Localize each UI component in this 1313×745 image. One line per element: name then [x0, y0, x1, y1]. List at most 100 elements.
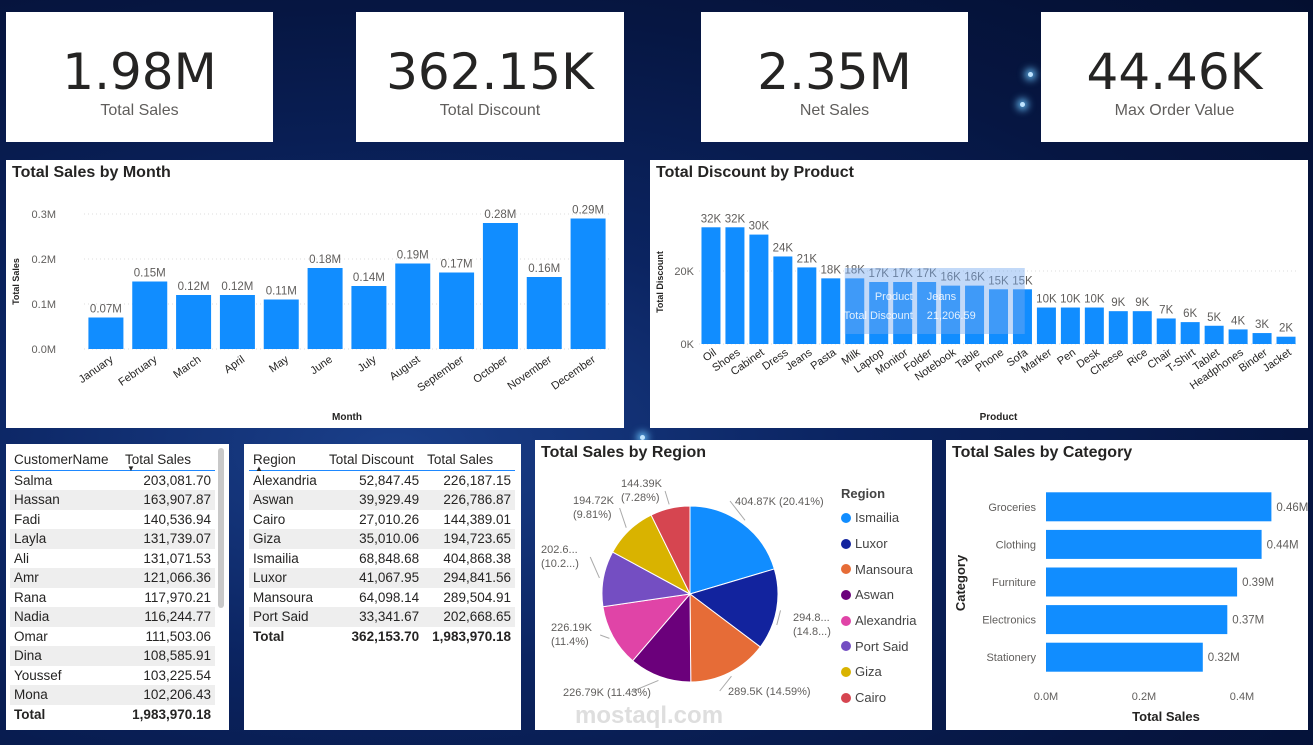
table-cell: 41,067.95	[359, 570, 420, 586]
table-row[interactable]: Youssef 103,225.54	[10, 666, 215, 686]
bar	[395, 263, 431, 349]
discount-by-product-chart: 0K20K32KOil32KShoes30KCabinet24KDress21K…	[655, 213, 1298, 423]
data-label: 0.28M	[484, 209, 516, 221]
background-glow	[1020, 102, 1025, 107]
legend-label: Alexandria	[855, 613, 917, 629]
sort-desc-icon[interactable]: ▼	[127, 464, 135, 473]
column-header-total-sales[interactable]: Total Sales	[423, 450, 515, 471]
slice-label: 294.8...	[793, 612, 830, 624]
legend-item[interactable]: Port Said	[841, 633, 916, 659]
legend-marker	[841, 666, 851, 677]
column-header-total-sales[interactable]: Total Sales ▼	[121, 450, 215, 473]
slice-label: 289.5K (14.59%)	[728, 686, 811, 698]
legend-marker	[841, 692, 851, 703]
column-header-customer[interactable]: CustomerName	[10, 450, 121, 471]
data-label: 9K	[1111, 297, 1125, 309]
legend-item[interactable]: Luxor	[841, 531, 916, 557]
bar	[1228, 329, 1248, 344]
table-row[interactable]: Fadi 140,536.94	[10, 510, 215, 530]
pie-slice	[689, 592, 762, 683]
bar	[88, 317, 124, 349]
bar	[263, 299, 299, 349]
legend-item[interactable]: Mansoura	[841, 556, 916, 582]
column-header-region[interactable]: Region ▲	[249, 450, 325, 473]
bar	[869, 282, 889, 344]
table-row[interactable]: Omar 111,503.06	[10, 627, 215, 647]
table-row[interactable]: Rana 117,970.21	[10, 588, 215, 608]
slice-label: 144.39K	[621, 478, 663, 490]
pie-slice	[602, 593, 692, 662]
x-tick-label: April	[222, 354, 247, 376]
data-label: 0.39M	[1242, 577, 1274, 589]
table-cell: 116,244.77	[144, 609, 211, 625]
table-cell: 103,225.54	[143, 667, 211, 683]
sort-asc-icon[interactable]: ▲	[255, 464, 263, 473]
slice-label: 404.87K (20.41%)	[735, 496, 824, 508]
y-tick-label: Furniture	[992, 577, 1036, 589]
table-row[interactable]: Mansoura 64,098.14 289,504.91	[249, 588, 515, 608]
table-cell: Ali	[14, 550, 30, 566]
y-tick-label: Electronics	[982, 615, 1036, 627]
bar	[749, 234, 769, 344]
data-label: 0.18M	[309, 254, 341, 266]
table-row[interactable]: Amr 121,066.36	[10, 568, 215, 588]
table-cell: 39,929.49	[359, 492, 420, 508]
legend-item[interactable]: Aswan	[841, 582, 916, 608]
legend-item[interactable]: Ismailia	[841, 505, 916, 531]
sales-by-region-pie: 404.87K (20.41%) 294.8... (14.8...) 289.5K …	[541, 478, 831, 699]
sales-by-month-chart: 0.0M 0.1M 0.2M 0.3M 0.07M January 0.15M Februar…	[11, 205, 610, 423]
legend-title: Region	[841, 486, 886, 501]
data-label: 0.46M	[1276, 502, 1308, 514]
data-label: 18K	[845, 264, 866, 276]
y-tick-label: 0.2M	[32, 254, 56, 266]
table-cell: 226,187.15	[443, 472, 511, 488]
x-tick-label: March	[171, 354, 203, 381]
table-row[interactable]: Salma 203,081.70	[10, 470, 215, 490]
table-row[interactable]: Cairo 27,010.26 144,389.01	[249, 510, 515, 530]
x-axis-title: Product	[980, 412, 1018, 423]
legend-item[interactable]: Cairo	[841, 685, 916, 711]
total-cell: Total	[253, 628, 285, 644]
table-row[interactable]: Hassan 163,907.87	[10, 490, 215, 510]
table-cell: Aswan	[253, 492, 294, 508]
kpi-label: Total Sales	[100, 102, 179, 119]
y-tick-label: Clothing	[996, 539, 1036, 551]
tooltip-bg	[844, 268, 1025, 334]
table-row[interactable]: Luxor 41,067.95 294,841.56	[249, 568, 515, 588]
table-row[interactable]: Mona 102,206.43	[10, 685, 215, 705]
table-cell: 121,066.36	[143, 570, 211, 586]
kpi-card-total-discount[interactable]: 362.15K Total Discount	[356, 12, 624, 142]
y-tick-label: Stationery	[986, 652, 1036, 664]
leader-line	[729, 500, 746, 521]
column-header-total-discount[interactable]: Total Discount	[324, 450, 424, 471]
table-row[interactable]: Dina 108,585.91	[10, 646, 215, 666]
table-row[interactable]: Layla 131,739.07	[10, 529, 215, 549]
table-cell: 404,868.38	[443, 550, 511, 566]
y-axis-title: Total Sales	[11, 258, 21, 305]
table-row[interactable]: Port Said 33,341.67 202,668.65	[249, 607, 515, 627]
table-cell: Ismailia	[253, 550, 299, 566]
table-scrollbar[interactable]	[218, 448, 224, 608]
table-cell: Alexandria	[253, 472, 317, 488]
table-row[interactable]: Nadia 116,244.77	[10, 607, 215, 627]
legend-item[interactable]: Giza	[841, 659, 916, 685]
legend-marker	[841, 615, 851, 626]
bar	[1132, 311, 1152, 344]
table-row[interactable]: Giza 35,010.06 194,723.65	[249, 529, 515, 549]
table-row[interactable]: Ali 131,071.53	[10, 549, 215, 569]
table-row[interactable]: Aswan 39,929.49 226,786.87	[249, 490, 515, 510]
data-label: 32K	[725, 213, 746, 225]
table-row[interactable]: Alexandria 52,847.45 226,187.15	[249, 470, 515, 490]
chart-title: Total Discount by Product	[656, 164, 854, 181]
kpi-card-max-order-value[interactable]: 44.46K Max Order Value	[1041, 12, 1308, 142]
table-row[interactable]: Ismailia 68,848.68 404,868.38	[249, 549, 515, 569]
bar	[1046, 492, 1272, 522]
bar	[1012, 289, 1032, 344]
region-legend: Region Ismailia Luxor Mansoura Aswan Alexand…	[841, 486, 916, 711]
x-tick-label: Pen	[1055, 347, 1078, 368]
kpi-value: 44.46K	[1086, 43, 1263, 101]
legend-item[interactable]: Alexandria	[841, 608, 916, 634]
kpi-card-total-sales[interactable]: 1.98M Total Sales	[6, 12, 273, 142]
kpi-card-net-sales[interactable]: 2.35M Net Sales	[701, 12, 968, 142]
data-label: 0.12M	[178, 281, 210, 293]
